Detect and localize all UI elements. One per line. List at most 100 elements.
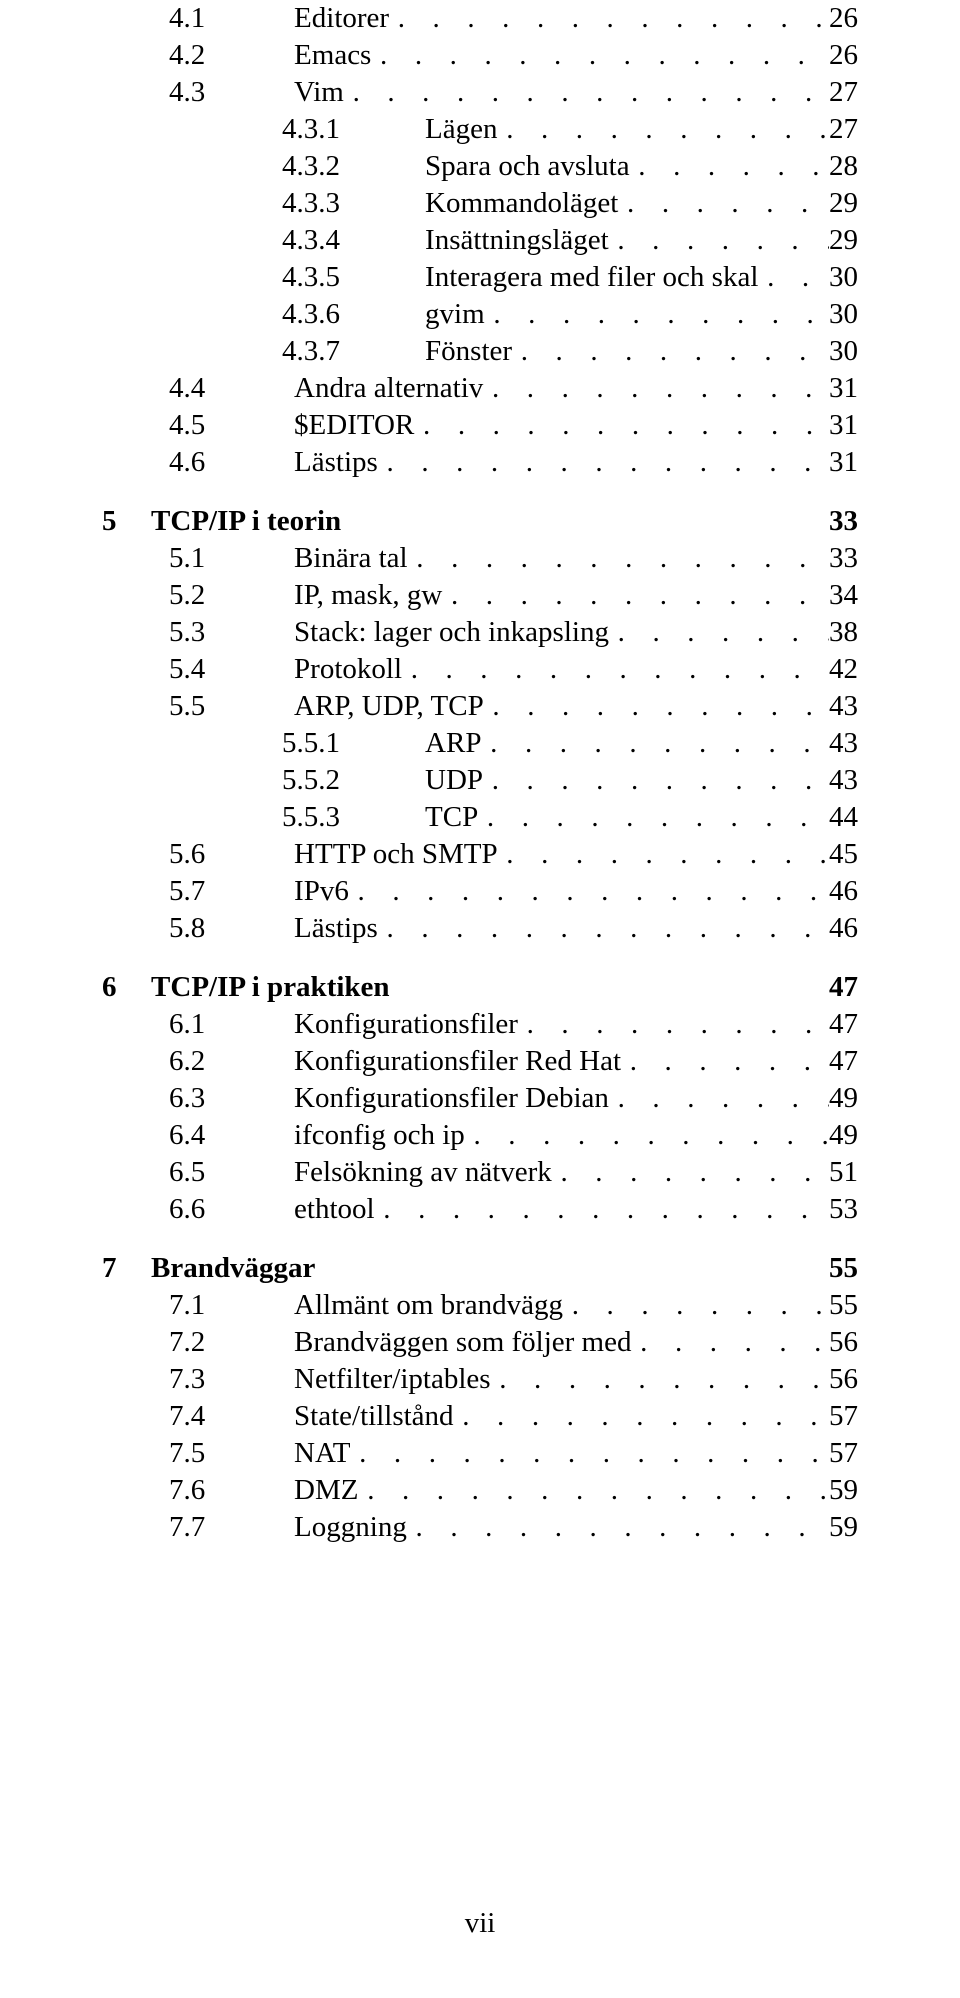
toc-dot-leaders xyxy=(481,725,829,762)
toc-entry-page: 43 xyxy=(829,762,858,799)
toc-entry: 5.8Lästips46 xyxy=(102,910,858,947)
toc-dot-leaders xyxy=(375,1191,829,1228)
toc-entry: 4.3.7Fönster30 xyxy=(102,333,858,370)
toc-entry-title: State/tillstånd xyxy=(281,1398,454,1435)
toc-dot-leaders xyxy=(465,1117,829,1154)
toc-dot-leaders xyxy=(498,836,829,873)
toc-entry: 4.3.3Kommandoläget29 xyxy=(102,185,858,222)
toc-entry-title: Brandväggar xyxy=(138,1250,315,1287)
toc-dot-leaders xyxy=(609,222,829,259)
toc-entry: 4.4Andra alternativ31 xyxy=(102,370,858,407)
toc-entry-title: $EDITOR xyxy=(281,407,414,444)
toc-entry: 7.2Brandväggen som följer med56 xyxy=(102,1324,858,1361)
toc-dot-leaders xyxy=(478,799,829,836)
toc-entry-number: 7.1 xyxy=(169,1287,281,1324)
toc-entry-number: 4.1 xyxy=(169,0,281,37)
toc-entry-number: 4.2 xyxy=(169,37,281,74)
toc-entry-page: 47 xyxy=(829,1006,858,1043)
toc-entry: 4.2Emacs26 xyxy=(102,37,858,74)
toc-entry-title: TCP/IP i teorin xyxy=(138,503,341,540)
toc-dot-leaders xyxy=(389,0,829,37)
toc-entry-page: 57 xyxy=(829,1398,858,1435)
toc-entry-page: 51 xyxy=(829,1154,858,1191)
toc-list: 4.1Editorer264.2Emacs264.3Vim274.3.1Läge… xyxy=(102,0,858,1546)
toc-entry-title: Netfilter/iptables xyxy=(281,1361,491,1398)
toc-entry-page: 27 xyxy=(829,74,858,111)
toc-page: 4.1Editorer264.2Emacs264.3Vim274.3.1Läge… xyxy=(0,0,960,1998)
toc-entry: 7Brandväggar55 xyxy=(102,1250,858,1287)
toc-entry-number: 4.3.6 xyxy=(282,296,412,333)
toc-entry-number: 7.7 xyxy=(169,1509,281,1546)
toc-entry-number: 5.1 xyxy=(169,540,281,577)
toc-dot-leaders xyxy=(552,1154,829,1191)
toc-entry-title: Protokoll xyxy=(281,651,402,688)
toc-entry-title: IP, mask, gw xyxy=(281,577,442,614)
toc-entry: 7.4State/tillstånd57 xyxy=(102,1398,858,1435)
toc-entry-title: Loggning xyxy=(281,1509,407,1546)
toc-entry-page: 43 xyxy=(829,688,858,725)
toc-entry-number: 5.5.2 xyxy=(282,762,412,799)
toc-entry-page: 30 xyxy=(829,333,858,370)
toc-entry-number: 4.3.2 xyxy=(282,148,412,185)
toc-dot-leaders xyxy=(442,577,829,614)
toc-entry: 5.5.1ARP43 xyxy=(102,725,858,762)
toc-entry-number: 5.6 xyxy=(169,836,281,873)
toc-entry-title: IPv6 xyxy=(281,873,349,910)
toc-entry-page: 43 xyxy=(829,725,858,762)
toc-entry-title: ARP xyxy=(412,725,481,762)
toc-dot-leaders xyxy=(349,873,829,910)
toc-entry: 6.5Felsökning av nätverk 51 xyxy=(102,1154,858,1191)
toc-entry: 4.6Lästips31 xyxy=(102,444,858,481)
toc-entry-page: 26 xyxy=(829,0,858,37)
toc-dot-leaders xyxy=(414,407,829,444)
toc-entry-number: 6 xyxy=(102,969,138,1006)
toc-entry-title: NAT xyxy=(281,1435,350,1472)
toc-entry-title: Konfigurationsfiler xyxy=(281,1006,518,1043)
toc-dot-leaders xyxy=(512,333,829,370)
toc-entry-number: 5.5.3 xyxy=(282,799,412,836)
toc-entry-page: 30 xyxy=(829,259,858,296)
toc-entry-page: 33 xyxy=(829,540,858,577)
toc-entry-page: 42 xyxy=(829,651,858,688)
toc-dot-leaders xyxy=(518,1006,829,1043)
toc-entry-number: 6.1 xyxy=(169,1006,281,1043)
toc-entry: 4.5$EDITOR31 xyxy=(102,407,858,444)
toc-entry-page: 30 xyxy=(829,296,858,333)
toc-dot-leaders xyxy=(483,762,829,799)
toc-entry: 5.2IP, mask, gw34 xyxy=(102,577,858,614)
toc-entry-number: 5.3 xyxy=(169,614,281,651)
toc-entry-title: gvim xyxy=(412,296,485,333)
toc-entry: 5.5.3TCP44 xyxy=(102,799,858,836)
toc-entry-page: 31 xyxy=(829,370,858,407)
toc-entry-page: 49 xyxy=(829,1080,858,1117)
toc-entry-number: 7 xyxy=(102,1250,138,1287)
toc-entry-number: 4.3.3 xyxy=(282,185,412,222)
toc-entry: 4.3.2Spara och avsluta28 xyxy=(102,148,858,185)
toc-entry-number: 6.4 xyxy=(169,1117,281,1154)
toc-entry-title: TCP/IP i praktiken xyxy=(138,969,390,1006)
toc-dot-leaders xyxy=(484,688,829,725)
toc-entry: 4.3.6gvim 30 xyxy=(102,296,858,333)
toc-dot-leaders xyxy=(371,37,829,74)
toc-entry-number: 6.5 xyxy=(169,1154,281,1191)
toc-entry-title: Felsökning av nätverk xyxy=(281,1154,552,1191)
toc-entry-number: 7.5 xyxy=(169,1435,281,1472)
toc-entry-title: Emacs xyxy=(281,37,371,74)
toc-entry: 7.1Allmänt om brandvägg55 xyxy=(102,1287,858,1324)
toc-entry-title: Interagera med filer och skal xyxy=(412,259,758,296)
toc-entry: 6.4ifconfig och ip49 xyxy=(102,1117,858,1154)
toc-entry-title: Konfigurationsfiler Debian xyxy=(281,1080,609,1117)
toc-dot-leaders xyxy=(563,1287,829,1324)
toc-dot-leaders xyxy=(485,296,829,333)
toc-entry: 5.5.2UDP 43 xyxy=(102,762,858,799)
toc-dot-leaders xyxy=(454,1398,829,1435)
toc-entry-title: UDP xyxy=(412,762,483,799)
toc-dot-leaders xyxy=(609,1080,829,1117)
toc-entry-title: ifconfig och ip xyxy=(281,1117,465,1154)
toc-entry-number: 5.2 xyxy=(169,577,281,614)
toc-entry: 6.6ethtool53 xyxy=(102,1191,858,1228)
toc-entry-title: Lästips xyxy=(281,910,378,947)
toc-entry-title: Fönster xyxy=(412,333,512,370)
toc-entry-page: 44 xyxy=(829,799,858,836)
toc-entry-title: Insättningsläget xyxy=(412,222,609,259)
